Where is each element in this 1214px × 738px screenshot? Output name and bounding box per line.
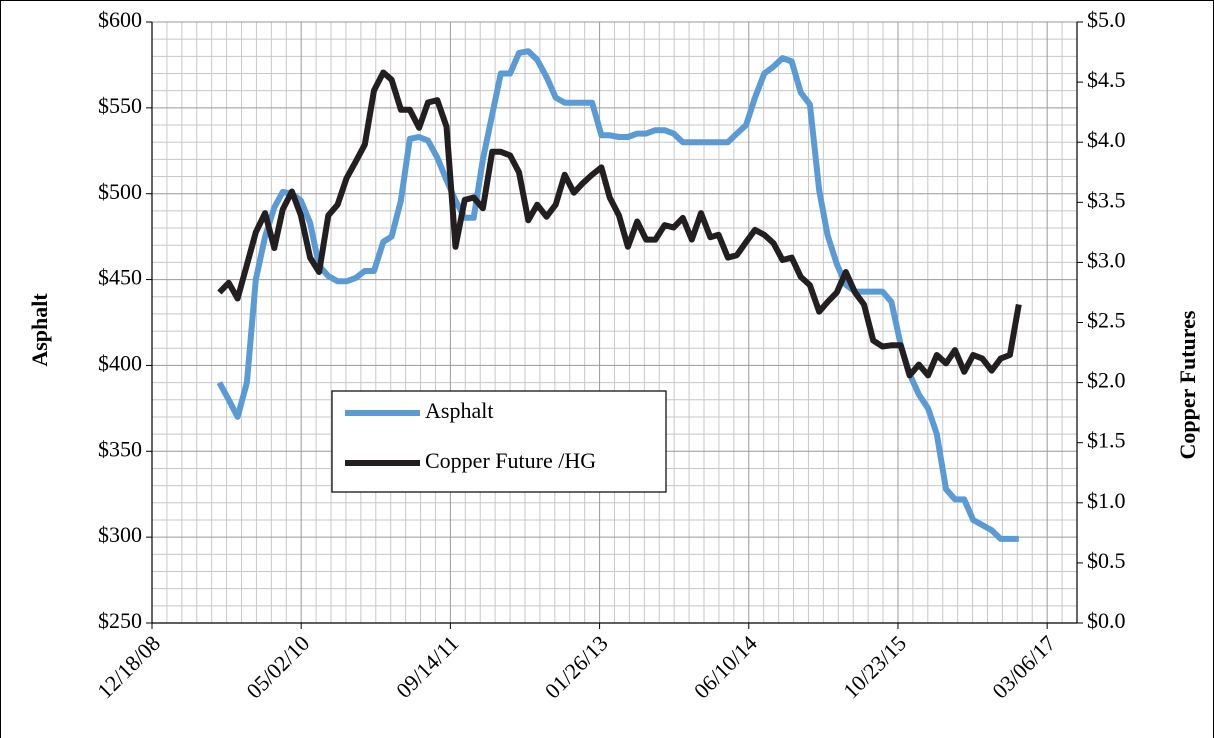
y-tick-label: $550 <box>98 93 142 118</box>
y-tick-label: $600 <box>98 7 142 32</box>
y2-tick-label: $4.5 <box>1087 67 1126 92</box>
legend-label: Copper Future /HG <box>425 448 596 473</box>
series-line <box>217 69 1022 379</box>
y2-tick-label: $1.5 <box>1087 428 1126 453</box>
lines <box>216 48 1022 542</box>
x-tick-label: 05/02/10 <box>241 630 314 703</box>
y2-tick-label: $0.5 <box>1087 548 1126 573</box>
legend-box <box>331 390 667 493</box>
y2-tick-label: $2.5 <box>1087 308 1126 333</box>
legend-label: Asphalt <box>425 398 493 423</box>
x-tick-label: 09/14/11 <box>391 630 463 702</box>
y-axis-title: Asphalt <box>27 293 52 367</box>
x-tick-label: 06/10/14 <box>689 630 762 703</box>
y2-tick-label: $1.0 <box>1087 488 1126 513</box>
x-tick-label: 12/18/08 <box>92 630 165 703</box>
y2-tick-label: $5.0 <box>1087 7 1126 32</box>
y2-tick-label: $3.5 <box>1087 187 1126 212</box>
y2-tick-label: $3.0 <box>1087 247 1126 272</box>
y-tick-label: $500 <box>98 179 142 204</box>
y-tick-label: $250 <box>98 608 142 633</box>
grid <box>151 21 1077 624</box>
y-tick-label: $350 <box>98 436 142 461</box>
y2-axis-title: Copper Futures <box>1175 310 1200 459</box>
y2-tick-label: $2.0 <box>1087 368 1126 393</box>
x-tick-label: 01/26/13 <box>540 630 613 703</box>
x-tick-label: 10/23/15 <box>838 630 911 703</box>
y-tick-label: $300 <box>98 522 142 547</box>
y2-tick-label: $0.0 <box>1087 608 1126 633</box>
x-tick-label: 03/06/17 <box>987 630 1060 703</box>
y-tick-label: $450 <box>98 265 142 290</box>
legend: Asphalt Copper Future /HG <box>331 390 667 493</box>
y2-tick-label: $4.0 <box>1087 127 1126 152</box>
y-tick-label: $400 <box>98 350 142 375</box>
series-line <box>216 48 1019 542</box>
